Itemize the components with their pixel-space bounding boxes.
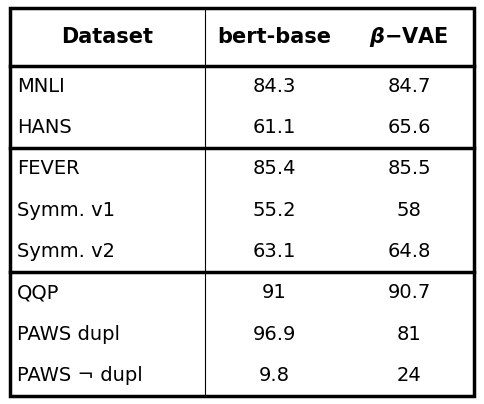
Text: MNLI: MNLI xyxy=(16,77,64,96)
Text: PAWS ¬ dupl: PAWS ¬ dupl xyxy=(16,366,142,385)
Text: 61.1: 61.1 xyxy=(253,118,296,137)
Text: FEVER: FEVER xyxy=(16,160,79,179)
Text: 85.4: 85.4 xyxy=(253,160,296,179)
Text: 81: 81 xyxy=(397,324,422,343)
Text: Symm. v1: Symm. v1 xyxy=(16,201,115,220)
Text: 9.8: 9.8 xyxy=(259,366,290,385)
Text: 90.7: 90.7 xyxy=(388,283,431,302)
Text: HANS: HANS xyxy=(16,118,72,137)
Text: $\boldsymbol{\beta}$$\mathbf{-VAE}$: $\boldsymbol{\beta}$$\mathbf{-VAE}$ xyxy=(369,25,449,49)
Text: 64.8: 64.8 xyxy=(388,242,431,261)
Text: 63.1: 63.1 xyxy=(253,242,296,261)
Text: 24: 24 xyxy=(397,366,422,385)
Text: 96.9: 96.9 xyxy=(253,324,296,343)
Text: 58: 58 xyxy=(397,201,422,220)
Text: QQP: QQP xyxy=(16,283,59,302)
Text: 85.5: 85.5 xyxy=(388,160,431,179)
Text: PAWS dupl: PAWS dupl xyxy=(16,324,120,343)
Text: Dataset: Dataset xyxy=(61,27,153,47)
Text: 84.3: 84.3 xyxy=(253,77,296,96)
Text: 65.6: 65.6 xyxy=(388,118,431,137)
Text: bert-base: bert-base xyxy=(217,27,332,47)
Text: 84.7: 84.7 xyxy=(388,77,431,96)
Text: Symm. v2: Symm. v2 xyxy=(16,242,115,261)
Text: 91: 91 xyxy=(262,283,287,302)
Text: 55.2: 55.2 xyxy=(253,201,296,220)
